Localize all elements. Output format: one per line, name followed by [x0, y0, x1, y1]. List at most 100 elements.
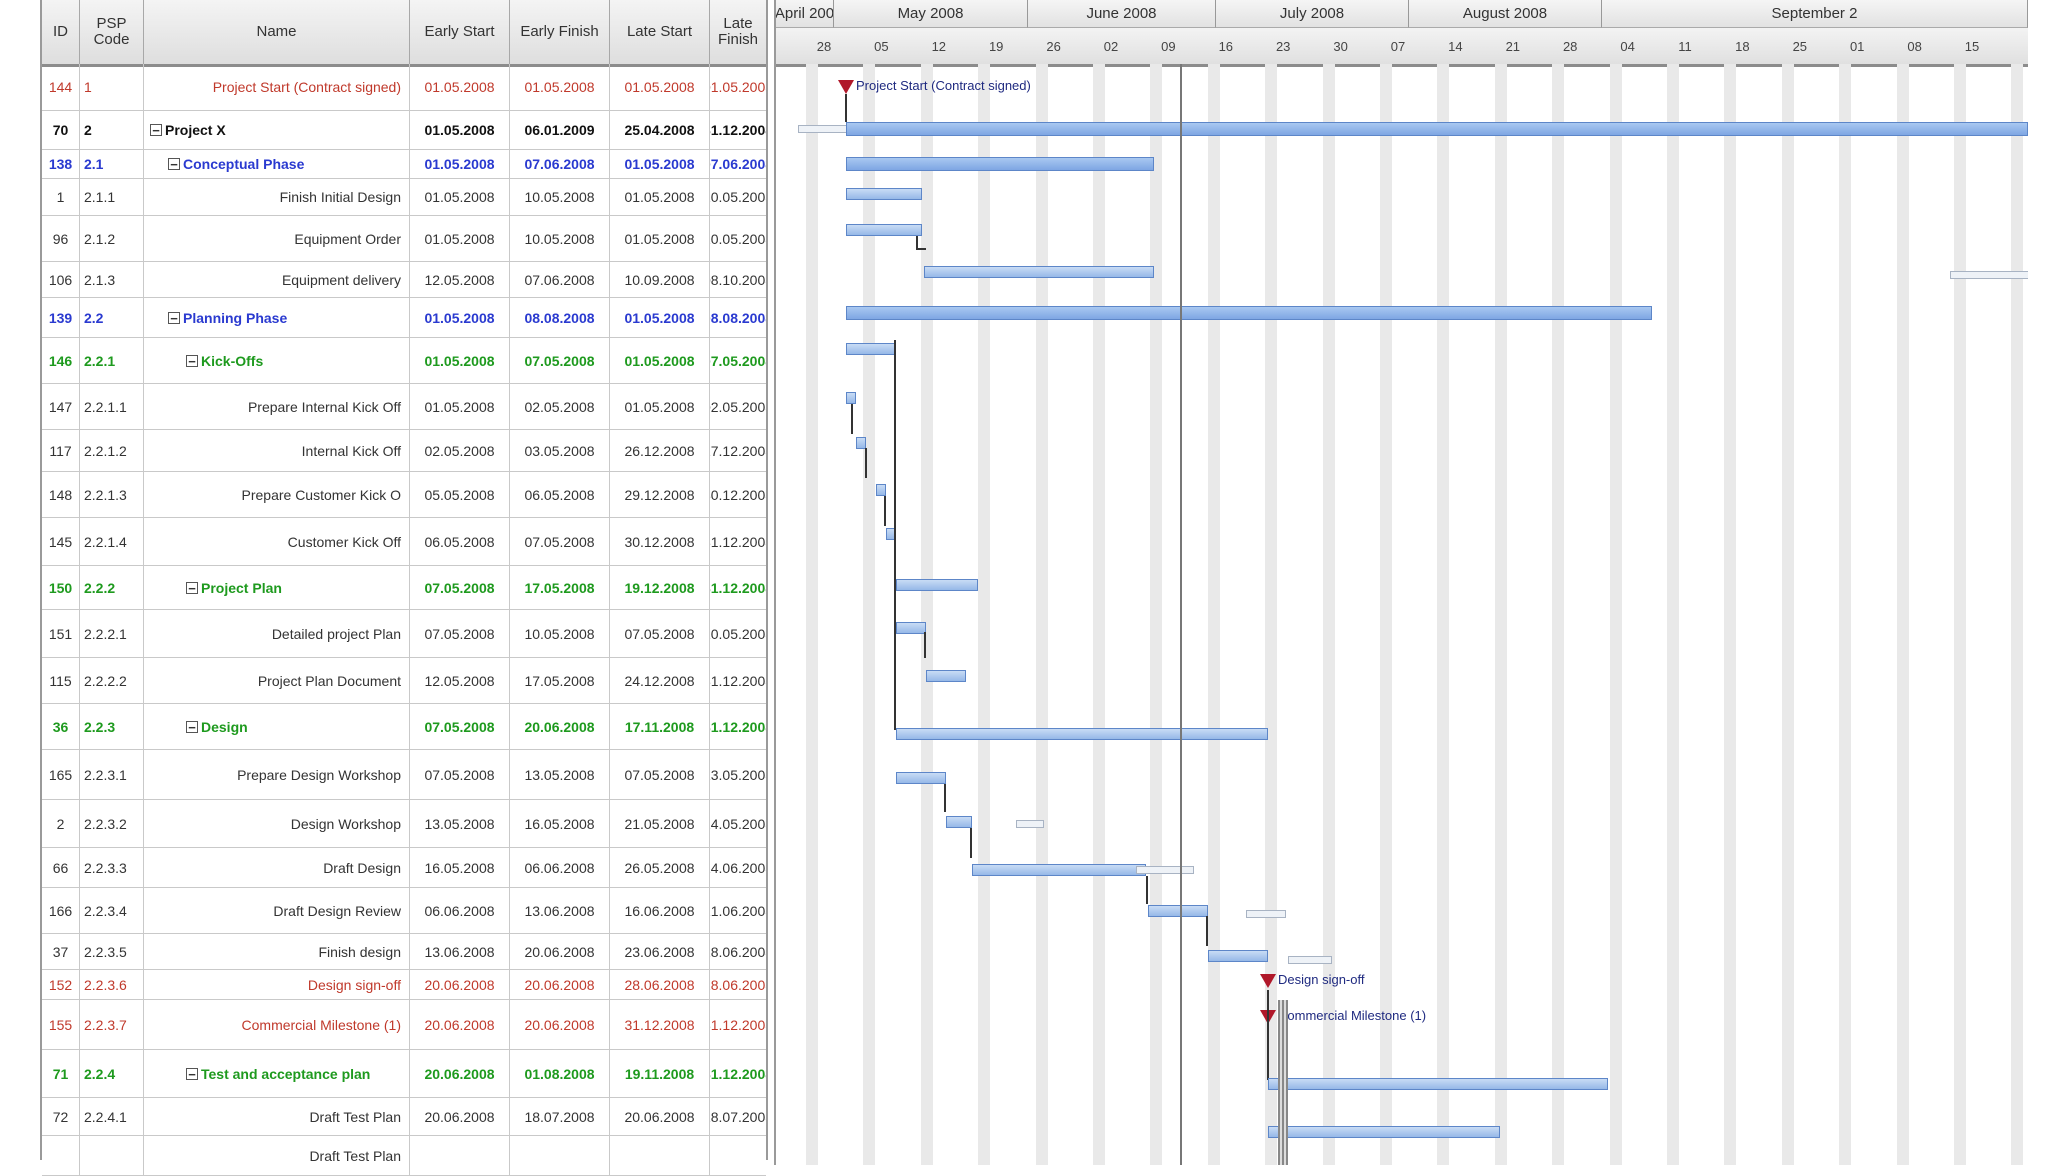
- header-early-start[interactable]: Early Start: [410, 0, 510, 64]
- table-row[interactable]: 139 2.2− Planning Phase 01.05.2008 08.08.200…: [42, 298, 766, 338]
- equipment-order-bar[interactable]: [846, 224, 922, 236]
- header-early-finish[interactable]: Early Finish: [510, 0, 610, 64]
- table-row[interactable]: 72 2.2.4.1 Draft Test Plan 20.06.2008 18.07.…: [42, 1098, 766, 1136]
- detailed-project-plan-bar[interactable]: [896, 622, 926, 634]
- draft-test-plan-bar[interactable]: [1268, 1126, 1500, 1138]
- finish-design-late-bar[interactable]: [1288, 956, 1332, 964]
- header-psp-code[interactable]: PSP Code: [80, 0, 144, 64]
- row-late-start: [610, 1136, 710, 1175]
- table-row[interactable]: 151 2.2.2.1 Detailed project Plan 07.05.200…: [42, 610, 766, 658]
- prepare-design-workshop-bar[interactable]: [896, 772, 946, 784]
- conceptual-phase-bar[interactable]: [846, 157, 1154, 171]
- table-row[interactable]: 106 2.1.3 Equipment delivery 12.05.2008 07.0…: [42, 262, 766, 298]
- table-row[interactable]: 146 2.2.1− Kick-Offs 01.05.2008 07.05.2008 01…: [42, 338, 766, 384]
- design-signoff-milestone-icon[interactable]: [1260, 974, 1276, 988]
- table-row[interactable]: 144 1 Project Start (Contract signed) 01.05…: [42, 64, 766, 111]
- header-late-start[interactable]: Late Start: [610, 0, 710, 64]
- project-x-bar[interactable]: [846, 122, 2028, 136]
- planning-phase-bar[interactable]: [846, 306, 1652, 320]
- internal-kickoff-bar[interactable]: [856, 437, 866, 449]
- collapse-toggle-icon[interactable]: −: [150, 124, 162, 137]
- design-bar[interactable]: [896, 728, 1268, 740]
- table-row[interactable]: 115 2.2.2.2 Project Plan Document 12.05.200…: [42, 658, 766, 704]
- project-plan-document-bar[interactable]: [926, 670, 966, 682]
- prepare-internal-kickoff-bar[interactable]: [846, 392, 856, 404]
- week-label: 14: [1448, 38, 1463, 54]
- header-id[interactable]: ID: [42, 0, 80, 64]
- row-early-finish: 06.05.2008: [510, 472, 610, 517]
- table-row[interactable]: 96 2.1.2 Equipment Order 01.05.2008 10.05.20…: [42, 216, 766, 262]
- weekend-stripe: [1265, 64, 1278, 1165]
- row-psp-code: 2.2.2.1: [80, 610, 144, 657]
- row-name-text: Equipment delivery: [281, 271, 401, 288]
- table-row[interactable]: 152 2.2.3.6 Design sign-off 20.06.2008 20.06…: [42, 970, 766, 1000]
- row-psp-code: 2.2.3.3: [80, 848, 144, 887]
- table-row[interactable]: 155 2.2.3.7 Commercial Milestone (1) 20.06.…: [42, 1000, 766, 1050]
- dependency-line: [1267, 990, 1269, 1080]
- draft-design-bar[interactable]: [972, 864, 1146, 876]
- collapse-toggle-icon[interactable]: −: [186, 720, 198, 734]
- project-plan-bar[interactable]: [896, 579, 978, 591]
- table-row[interactable]: 145 2.2.1.4 Customer Kick Off 06.05.2008 07.…: [42, 518, 766, 566]
- table-row[interactable]: 150 2.2.2− Project Plan 07.05.2008 17.05.200…: [42, 566, 766, 610]
- table-row[interactable]: 2 2.2.3.2 Design Workshop 13.05.2008 16.05.2…: [42, 800, 766, 848]
- collapse-toggle-icon[interactable]: −: [186, 354, 198, 368]
- collapse-toggle-icon[interactable]: −: [186, 1067, 198, 1081]
- row-early-start: 13.06.2008: [410, 934, 510, 969]
- gantt-chart[interactable]: April 200 May 2008 June 2008 July 2008 Augus…: [774, 0, 2028, 1165]
- row-late-finish: 31.12.2008: [710, 1065, 766, 1082]
- design-workshop-late-bar[interactable]: [1016, 820, 1044, 828]
- row-late-start: 07.05.2008: [610, 610, 710, 657]
- row-psp-code: 2.2.1.4: [80, 518, 144, 565]
- row-name-text: Detailed project Plan: [271, 625, 401, 642]
- collapse-toggle-icon[interactable]: −: [168, 311, 180, 325]
- equipment-delivery-late-bar[interactable]: [1950, 271, 2028, 279]
- row-early-finish: 16.05.2008: [510, 800, 610, 847]
- row-late-finish: 02.05.2008: [710, 398, 766, 415]
- table-row[interactable]: 147 2.2.1.1 Prepare Internal Kick Off 01.05…: [42, 384, 766, 430]
- row-early-start: 12.05.2008: [410, 262, 510, 297]
- table-row[interactable]: Draft Test Plan: [42, 1136, 766, 1176]
- milestone-marker-line: [1278, 1000, 1288, 1165]
- equipment-delivery-bar[interactable]: [924, 266, 1154, 278]
- row-late-start: 01.05.2008: [610, 298, 710, 337]
- row-psp-code: 2: [80, 111, 144, 149]
- row-id: 106: [42, 262, 80, 297]
- table-row[interactable]: 165 2.2.3.1 Prepare Design Workshop 07.05.2…: [42, 750, 766, 800]
- table-row[interactable]: 166 2.2.3.4 Draft Design Review 06.06.2008 1…: [42, 888, 766, 934]
- table-row[interactable]: 37 2.2.3.5 Finish design 13.06.2008 20.06.20…: [42, 934, 766, 970]
- design-workshop-bar[interactable]: [946, 816, 972, 828]
- table-row[interactable]: 66 2.2.3.3 Draft Design 16.05.2008 06.06.200…: [42, 848, 766, 888]
- row-late-finish: 07.05.2008: [710, 352, 766, 369]
- draft-design-late-bar[interactable]: [1136, 866, 1194, 874]
- table-row[interactable]: 1 2.1.1 Finish Initial Design 01.05.2008 10.…: [42, 179, 766, 216]
- prepare-customer-kickoff-bar[interactable]: [876, 484, 886, 496]
- row-early-finish: 01.08.2008: [510, 1050, 610, 1097]
- row-early-start: [410, 1136, 510, 1175]
- kick-offs-bar[interactable]: [846, 343, 896, 355]
- draft-design-review-late-bar[interactable]: [1246, 910, 1286, 918]
- table-row[interactable]: 71 2.2.4− Test and acceptance plan 20.06.20…: [42, 1050, 766, 1098]
- row-name: Prepare Internal Kick Off: [144, 384, 410, 429]
- collapse-toggle-icon[interactable]: −: [186, 581, 198, 595]
- draft-design-review-bar[interactable]: [1148, 905, 1208, 917]
- table-row[interactable]: 70 2− Project X 01.05.2008 06.01.2009 25.04.2…: [42, 111, 766, 150]
- row-late-finish: 13.05.2008: [710, 766, 766, 783]
- table-row[interactable]: 138 2.1− Conceptual Phase 01.05.2008 07.06.2…: [42, 150, 766, 179]
- test-acceptance-plan-bar[interactable]: [1268, 1078, 1608, 1090]
- header-name[interactable]: Name: [144, 0, 410, 64]
- header-late-finish[interactable]: Late Finish: [717, 15, 758, 48]
- row-psp-code: [80, 1136, 144, 1175]
- week-label: 18: [1735, 38, 1750, 54]
- project-start-milestone-icon[interactable]: [838, 80, 854, 94]
- row-early-start: 01.05.2008: [410, 384, 510, 429]
- finish-initial-design-bar[interactable]: [846, 188, 922, 200]
- row-early-finish: 06.06.2008: [510, 848, 610, 887]
- table-row[interactable]: 117 2.2.1.2 Internal Kick Off 02.05.2008 03.…: [42, 430, 766, 472]
- finish-design-bar[interactable]: [1208, 950, 1268, 962]
- late-bar[interactable]: [798, 125, 848, 133]
- collapse-toggle-icon[interactable]: −: [168, 158, 180, 171]
- table-row[interactable]: 148 2.2.1.3 Prepare Customer Kick O 05.05.2…: [42, 472, 766, 518]
- week-label: 19: [988, 38, 1004, 54]
- table-row[interactable]: 36 2.2.3− Design 07.05.2008 20.06.2008 17.11.…: [42, 704, 766, 750]
